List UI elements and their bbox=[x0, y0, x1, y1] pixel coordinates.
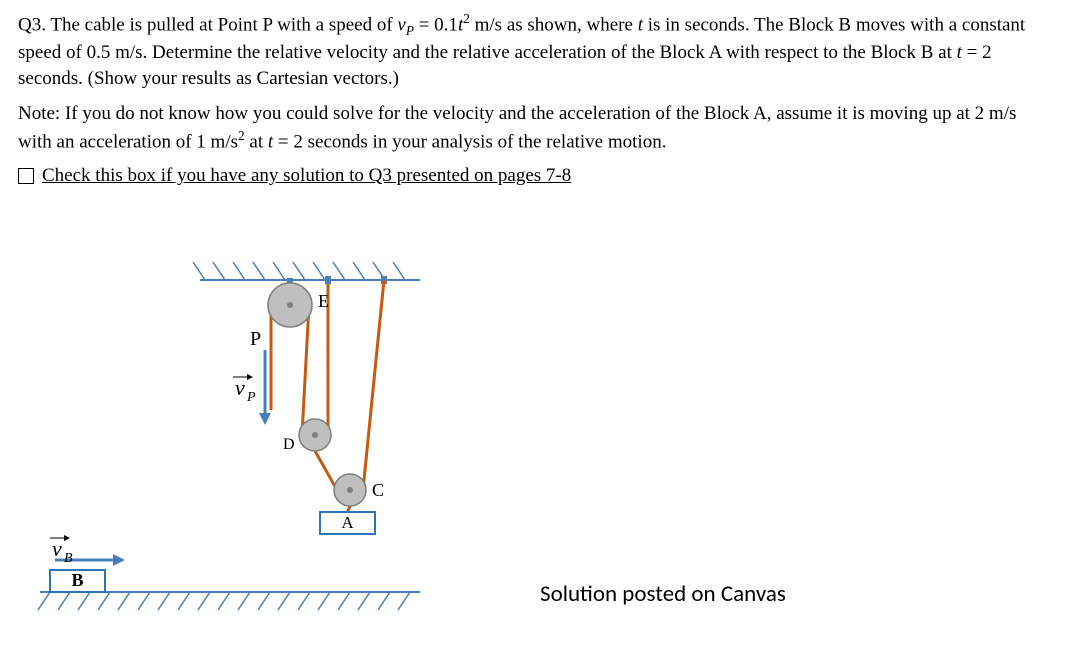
text: at bbox=[245, 131, 268, 152]
svg-text:B: B bbox=[71, 570, 83, 590]
text: Q3. The cable is pulled at Point P with … bbox=[18, 14, 397, 35]
svg-text:D: D bbox=[283, 436, 295, 453]
text: = 2 seconds in your analysis of the rela… bbox=[273, 131, 666, 152]
svg-text:P: P bbox=[250, 328, 261, 350]
svg-text:B: B bbox=[64, 551, 73, 566]
var-v: v bbox=[397, 14, 405, 35]
svg-text:E: E bbox=[318, 291, 329, 311]
checkbox[interactable] bbox=[18, 168, 34, 184]
text: m/s as shown, where bbox=[470, 14, 638, 35]
svg-text:v: v bbox=[235, 375, 245, 400]
check-row: Check this box if you have any solution … bbox=[18, 165, 1049, 187]
text: = 0.1 bbox=[414, 14, 458, 35]
q3-paragraph-1: Q3. The cable is pulled at Point P with … bbox=[18, 10, 1049, 91]
svg-text:v: v bbox=[52, 536, 62, 561]
sup-2: 2 bbox=[463, 11, 470, 26]
q3-note: Note: If you do not know how you could s… bbox=[18, 101, 1049, 155]
svg-text:P: P bbox=[246, 390, 256, 405]
solution-note: Solution posted on Canvas bbox=[540, 580, 786, 608]
sub-p: P bbox=[406, 23, 414, 38]
svg-text:A: A bbox=[341, 513, 354, 532]
pulley-diagram: ABEPDCvPvB bbox=[20, 250, 440, 620]
svg-text:C: C bbox=[372, 480, 384, 500]
checkbox-label: Check this box if you have any solution … bbox=[42, 165, 571, 187]
sup-2: 2 bbox=[238, 128, 245, 143]
